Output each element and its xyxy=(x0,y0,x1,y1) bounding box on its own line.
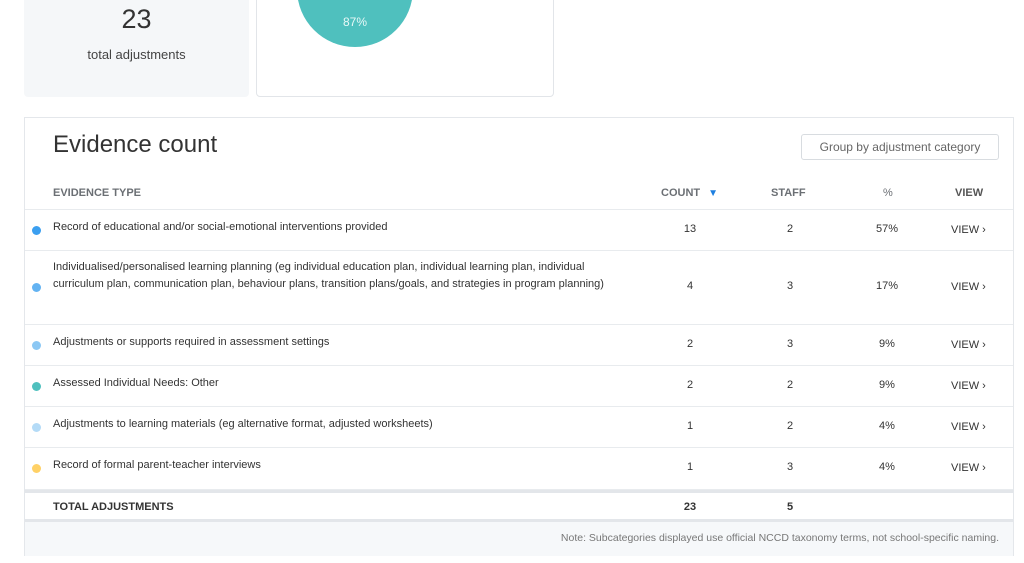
staff-value: 3 xyxy=(786,338,794,350)
total-row: TOTAL ADJUSTMENTS 23 5 xyxy=(25,490,1013,522)
chevron-right-icon: › xyxy=(982,339,986,351)
evidence-type-label: Assessed Individual Needs: Other xyxy=(53,377,219,389)
table-row: Adjustments or supports required in asse… xyxy=(25,325,1013,366)
total-label: TOTAL ADJUSTMENTS xyxy=(53,501,174,513)
table-row: Record of educational and/or social-emot… xyxy=(25,210,1013,251)
pie-slice-label: 87% xyxy=(342,15,368,29)
category-color-dot-icon xyxy=(32,283,41,292)
table-row: Record of formal parent-teacher intervie… xyxy=(25,448,1013,490)
view-link[interactable]: VIEW › xyxy=(951,281,1001,293)
category-color-dot-icon xyxy=(32,382,41,391)
count-value: 1 xyxy=(686,420,694,432)
percent-value: 9% xyxy=(879,338,895,350)
staff-value: 3 xyxy=(786,280,794,292)
view-link[interactable]: VIEW › xyxy=(951,421,1001,433)
staff-value: 2 xyxy=(786,379,794,391)
staff-value: 3 xyxy=(786,461,794,473)
view-link[interactable]: VIEW › xyxy=(951,339,1001,351)
group-by-category-button[interactable]: Group by adjustment category xyxy=(801,134,999,160)
chevron-right-icon: › xyxy=(982,224,986,236)
pie-chart-card: 87% xyxy=(256,0,554,97)
percent-value: 17% xyxy=(875,280,899,292)
column-header-evidence-type[interactable]: EVIDENCE TYPE xyxy=(53,187,142,199)
view-link-label: VIEW xyxy=(951,462,980,474)
view-link[interactable]: VIEW › xyxy=(951,462,1001,474)
column-header-count-label: COUNT xyxy=(661,187,701,199)
staff-value: 2 xyxy=(786,420,794,432)
total-adjustments-label: total adjustments xyxy=(87,47,186,62)
evidence-type-label: Record of formal parent-teacher intervie… xyxy=(53,459,261,471)
total-staff: 5 xyxy=(786,501,794,513)
chevron-right-icon: › xyxy=(982,281,986,293)
count-value: 4 xyxy=(686,280,694,292)
chevron-right-icon: › xyxy=(982,421,986,433)
evidence-count-card: Evidence count Group by adjustment categ… xyxy=(24,117,1014,556)
column-header-count[interactable]: COUNT ▼ xyxy=(661,187,718,199)
total-count: 23 xyxy=(683,501,697,513)
view-link-label: VIEW xyxy=(951,224,980,236)
total-adjustments-value: 23 xyxy=(121,4,152,34)
view-link-label: VIEW xyxy=(951,380,980,392)
category-color-dot-icon xyxy=(32,423,41,432)
count-value: 2 xyxy=(686,379,694,391)
evidence-type-label: Individualised/personalised learning pla… xyxy=(53,261,604,290)
category-color-dot-icon xyxy=(32,226,41,235)
percent-value: 4% xyxy=(879,420,895,432)
column-header-percent[interactable]: % xyxy=(883,187,893,199)
column-header-staff[interactable]: STAFF xyxy=(771,187,806,199)
pie-chart[interactable]: 87% xyxy=(297,0,413,47)
percent-value: 57% xyxy=(875,223,899,235)
table-row: Individualised/personalised learning pla… xyxy=(25,251,1013,325)
view-link[interactable]: VIEW › xyxy=(951,380,1001,392)
total-adjustments-card: 23 total adjustments xyxy=(24,0,249,97)
view-link[interactable]: VIEW › xyxy=(951,224,1001,236)
view-link-label: VIEW xyxy=(951,421,980,433)
column-header-view: VIEW xyxy=(955,187,984,199)
summary-row: 23 total adjustments 87% xyxy=(24,0,554,97)
evidence-type-label: Adjustments to learning materials (eg al… xyxy=(53,418,433,430)
table-row: Adjustments to learning materials (eg al… xyxy=(25,407,1013,448)
percent-value: 4% xyxy=(879,461,895,473)
percent-value: 9% xyxy=(879,379,895,391)
evidence-type-label: Adjustments or supports required in asse… xyxy=(53,336,330,348)
count-value: 1 xyxy=(686,461,694,473)
table-row: Assessed Individual Needs: Other 2 2 9% VIEW… xyxy=(25,366,1013,407)
category-color-dot-icon xyxy=(32,464,41,473)
count-value: 2 xyxy=(686,338,694,350)
chevron-right-icon: › xyxy=(982,380,986,392)
staff-value: 2 xyxy=(786,223,794,235)
evidence-type-label: Record of educational and/or social-emot… xyxy=(53,221,388,233)
view-link-label: VIEW xyxy=(951,281,980,293)
chevron-right-icon: › xyxy=(982,462,986,474)
taxonomy-note: Note: Subcategories displayed use offici… xyxy=(25,522,1013,556)
category-color-dot-icon xyxy=(32,341,41,350)
card-title: Evidence count xyxy=(53,131,218,158)
view-link-label: VIEW xyxy=(951,339,980,351)
table-header: EVIDENCE TYPE COUNT ▼ STAFF % VIEW xyxy=(25,176,1013,210)
count-value: 13 xyxy=(683,223,697,235)
sort-descending-icon: ▼ xyxy=(708,188,719,199)
